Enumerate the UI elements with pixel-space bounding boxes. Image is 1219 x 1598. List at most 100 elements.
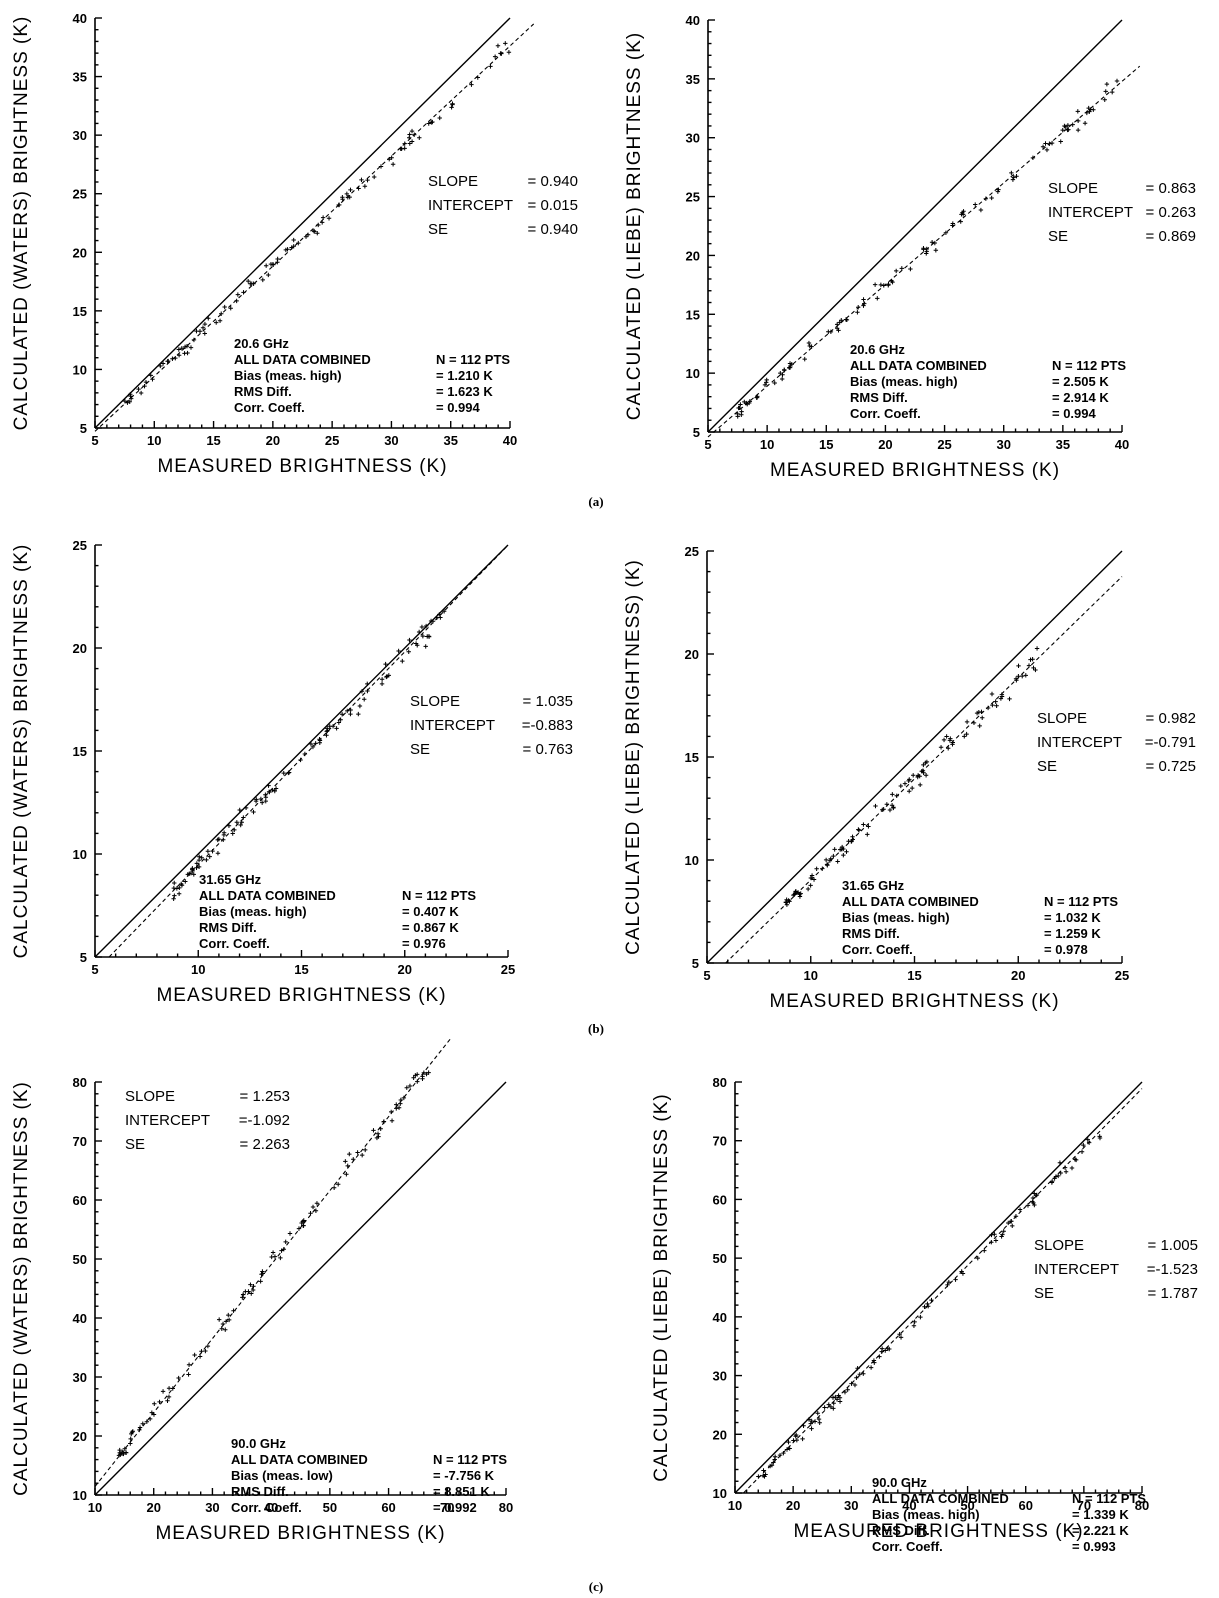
data-point — [772, 1457, 777, 1462]
data-point — [1060, 127, 1065, 133]
data-point — [407, 1083, 413, 1089]
y-tick-label: 25 — [686, 190, 700, 205]
data-point — [149, 1410, 155, 1415]
data-point — [351, 1157, 356, 1162]
data-point — [809, 873, 815, 878]
data-point — [249, 1291, 254, 1296]
data-point — [911, 1323, 917, 1328]
x-axis-title: MEASURED BRIGHTNESS (K) — [155, 1523, 445, 1544]
chart-2: 5 10 15 20 25 30 35 40 5 10 15 20 25 30 35 40 MEASURED B… — [624, 13, 1196, 481]
data-point — [232, 827, 237, 833]
data-point — [336, 202, 341, 208]
y-tick-label: 50 — [73, 1252, 87, 1267]
x-tick-label: 70 — [1077, 1498, 1091, 1513]
data-point — [902, 781, 908, 786]
data-point — [122, 1446, 127, 1451]
data-point — [1084, 110, 1090, 116]
y-tick-label: 20 — [73, 1429, 87, 1444]
data-point — [215, 851, 221, 856]
data-point — [298, 757, 303, 763]
data-points — [171, 609, 447, 901]
y-tick-label: 40 — [713, 1310, 727, 1325]
data-point — [199, 1349, 204, 1354]
data-point — [384, 674, 389, 680]
y-tick-label: 20 — [73, 641, 87, 656]
data-point — [315, 231, 320, 236]
y-tick-label: 40 — [686, 13, 700, 28]
y-axis-title: CALCULATED (LIEBE) BRIGHTNESS (K) — [651, 1093, 672, 1481]
data-point — [158, 363, 163, 369]
data-point — [117, 1450, 122, 1455]
data-point — [783, 900, 789, 905]
data-point — [310, 744, 316, 750]
data-point — [205, 1343, 211, 1349]
data-point — [202, 321, 208, 327]
data-point — [921, 770, 926, 775]
one-to-one-line — [706, 550, 1123, 964]
x-tick-label: 35 — [443, 433, 457, 448]
data-point — [979, 709, 984, 715]
data-point — [248, 1282, 253, 1287]
data-point — [883, 1348, 888, 1353]
data-point — [1114, 78, 1120, 84]
x-tick-label: 30 — [384, 433, 398, 448]
data-point — [849, 1381, 854, 1386]
data-point — [971, 720, 977, 726]
data-point — [320, 215, 326, 220]
data-point — [1013, 676, 1019, 681]
data-points — [735, 78, 1120, 419]
x-tick-label: 40 — [1115, 437, 1129, 452]
data-point — [415, 643, 420, 648]
data-point — [197, 854, 202, 859]
data-point — [925, 1304, 931, 1309]
data-point — [138, 390, 144, 396]
data-point — [909, 785, 915, 791]
data-point — [176, 352, 182, 358]
data-point — [1069, 1165, 1075, 1171]
x-tick-label: 80 — [1135, 1498, 1149, 1513]
stat-value: = 0.940 — [528, 173, 578, 190]
y-tick-label: 20 — [73, 245, 87, 260]
y-tick-label: 15 — [73, 304, 87, 319]
info-value: = 1.032 K — [1044, 910, 1101, 925]
x-axis-title: MEASURED BRIGHTNESS (K) — [156, 985, 446, 1006]
data-point — [239, 820, 244, 825]
data-point — [907, 777, 912, 782]
data-point — [469, 82, 474, 87]
info-value: N = 112 PTS — [433, 1452, 507, 1467]
data-point — [251, 809, 256, 815]
data-point — [827, 858, 833, 863]
data-point — [868, 1365, 874, 1370]
data-point — [808, 875, 814, 881]
data-point — [1058, 139, 1063, 144]
data-point — [378, 164, 384, 169]
data-point — [177, 885, 182, 891]
stat-label: SE — [1034, 1285, 1054, 1302]
data-point — [999, 1234, 1004, 1239]
data-point — [492, 54, 498, 59]
info-label: Bias (meas. high) — [850, 374, 958, 389]
data-point — [1075, 109, 1081, 114]
data-point — [1016, 674, 1021, 679]
data-point — [880, 1346, 885, 1351]
x-tick-label: 15 — [206, 433, 220, 448]
data-point — [409, 128, 415, 134]
y-tick-label: 15 — [685, 750, 699, 765]
data-point — [221, 832, 227, 838]
data-point — [938, 745, 944, 750]
data-point — [877, 1354, 882, 1359]
data-point — [216, 1317, 222, 1322]
data-point — [808, 1421, 813, 1426]
stat-value: = 2.263 — [240, 1136, 290, 1153]
stat-value: = 0.940 — [528, 221, 578, 238]
data-point — [272, 788, 277, 794]
y-axis-title: CALCULATED (LIEBE) BRIGHTNESS (K) — [624, 32, 645, 420]
data-point — [316, 222, 321, 228]
data-point — [171, 896, 176, 901]
data-point — [975, 1255, 980, 1261]
data-point — [344, 191, 350, 197]
data-point — [165, 1398, 170, 1403]
stat-label: SLOPE — [410, 693, 460, 710]
stat-label: INTERCEPT — [1048, 204, 1133, 221]
data-point — [196, 864, 202, 870]
